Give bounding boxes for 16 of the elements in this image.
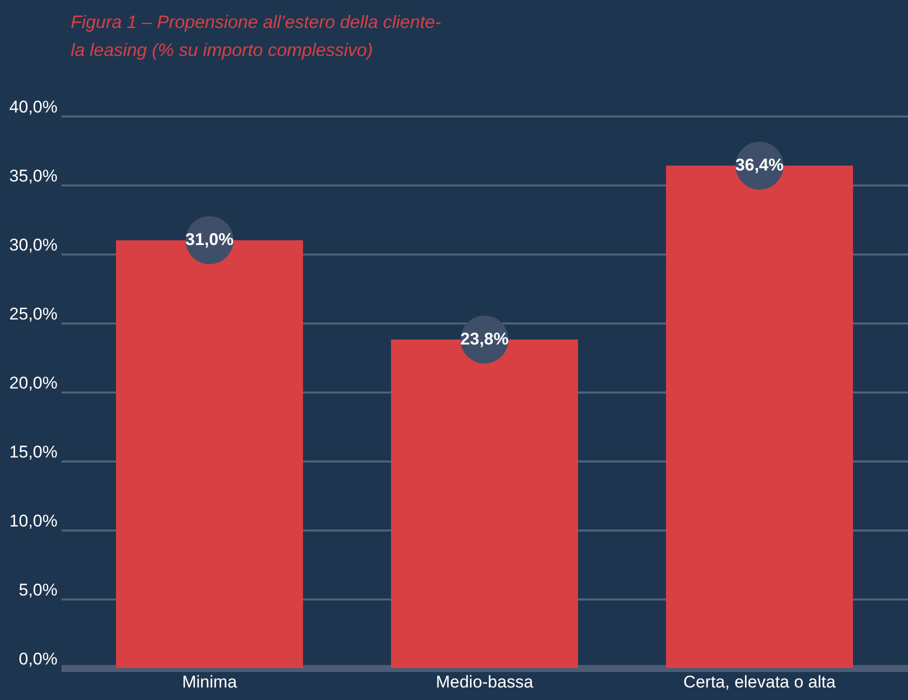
y-tick-label: 35,0%: [9, 166, 58, 186]
x-tick-label: Minima: [182, 672, 238, 692]
y-tick-label: 25,0%: [9, 304, 58, 324]
x-tick-label: Certa, elevata o alta: [683, 672, 836, 692]
data-label: 31,0%: [185, 230, 234, 250]
y-tick-label: 15,0%: [9, 442, 58, 462]
y-tick-label: 40,0%: [9, 98, 58, 116]
data-label: 23,8%: [460, 330, 509, 349]
y-tick-label: 20,0%: [9, 374, 58, 392]
y-tick-label: 10,0%: [9, 512, 58, 530]
data-label: 36,4%: [735, 156, 784, 175]
y-tick-label: 5,0%: [18, 580, 58, 600]
y-tick-label: 30,0%: [9, 236, 58, 254]
x-tick-label: Medio-bassa: [436, 672, 534, 692]
y-tick-label: 0,0%: [18, 650, 58, 668]
chart-title: Figura 1 – Propensione all’estero della cliente- la leasing (% su importo complessivo): [70, 12, 442, 60]
